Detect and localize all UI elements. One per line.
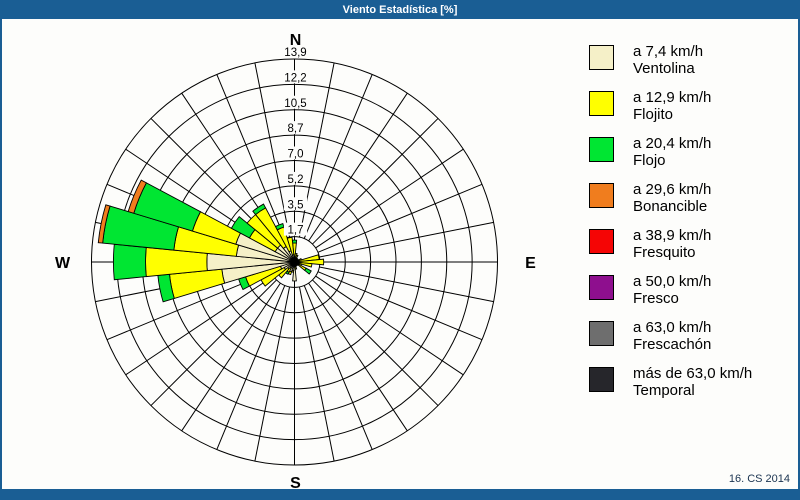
legend-name-label: Fresco (633, 290, 679, 307)
legend-color-swatch (589, 137, 614, 162)
wind-sector-segment (292, 261, 297, 282)
legend-speed-label: a 50,0 km/h (633, 273, 712, 290)
ring-label-bg (283, 171, 308, 185)
grid-spoke (303, 285, 373, 450)
wind-sector-segment (127, 179, 147, 214)
ring-label: 12,2 (284, 72, 306, 84)
legend-name-label: Bonancible (633, 198, 708, 215)
legend-name-label: Flojo (633, 152, 666, 169)
grid-spoke (125, 275, 274, 376)
ring-label-bg (280, 70, 311, 84)
wind-sector-segment (274, 223, 285, 231)
legend-item: a 29,6 km/h Bonancible (589, 181, 794, 215)
ring-label: 3,5 (288, 199, 304, 211)
grid-spoke (317, 271, 483, 341)
legend-label: más de 63,0 km/h Temporal (633, 365, 752, 399)
grid-spoke (319, 221, 494, 258)
grid-spoke (312, 279, 439, 406)
compass-label: N (290, 32, 302, 49)
window-title: Viento Estadística [%] (342, 4, 458, 16)
wind-sector-segment (97, 204, 111, 244)
grid-spoke (181, 282, 281, 432)
grid-spoke (254, 62, 291, 238)
window-titlebar[interactable]: Viento Estadística [%] (0, 0, 800, 19)
legend-label: a 38,9 km/h Fresquito (633, 227, 711, 261)
legend-item: a 38,9 km/h Fresquito (589, 227, 794, 261)
legend-label: a 50,0 km/h Fresco (633, 273, 711, 307)
legend-item: a 12,9 km/h Flojito (589, 89, 794, 123)
legend-name-label: Temporal (633, 382, 695, 399)
grid-spoke (317, 183, 483, 253)
legend-speed-label: más de 63,0 km/h (633, 365, 753, 382)
legend-label: a 29,6 km/h Bonancible (633, 181, 711, 215)
legend-label: a 63,0 km/h Frescachón (633, 319, 711, 353)
grid-spoke (303, 74, 373, 239)
grid-spoke (315, 148, 464, 249)
grid-spoke (308, 92, 408, 242)
footer-credit: 16. CS 2014 (728, 473, 790, 485)
legend-speed-label: a 38,9 km/h (633, 227, 712, 244)
wind-sector-segment (230, 215, 256, 239)
legend-item: a 50,0 km/h Fresco (589, 273, 794, 307)
legend-color-swatch (589, 91, 614, 116)
legend-label: a 12,9 km/h Flojito (633, 89, 711, 123)
grid-spoke (298, 286, 335, 462)
legend: a 7,4 km/h Ventolina a 12,9 km/h Flojito a 2… (589, 43, 794, 411)
legend-color-swatch (589, 45, 614, 70)
legend-color-swatch (589, 367, 614, 392)
wind-sector-segment (286, 236, 295, 256)
legend-label: a 7,4 km/h Ventolina (633, 43, 703, 77)
grid-spoke (319, 266, 494, 303)
ring-label: 10,5 (284, 98, 306, 110)
grid-spoke (315, 275, 464, 376)
legend-color-swatch (589, 183, 614, 208)
ring-label: 8,7 (288, 123, 304, 135)
ring-label-bg (283, 121, 308, 135)
legend-color-swatch (589, 229, 614, 254)
wind-sector-segment (252, 203, 267, 216)
wind-sector-segment (298, 258, 325, 266)
legend-color-swatch (589, 275, 614, 300)
legend-label: a 20,4 km/h Flojo (633, 135, 711, 169)
legend-speed-label: a 29,6 km/h (633, 181, 712, 198)
legend-item: más de 63,0 km/h Temporal (589, 365, 794, 399)
grid-spoke (150, 279, 277, 406)
legend-name-label: Flojito (633, 106, 674, 123)
legend-color-swatch (589, 321, 614, 346)
legend-speed-label: a 63,0 km/h (633, 319, 712, 336)
grid-spoke (254, 286, 291, 462)
legend-speed-label: a 7,4 km/h (633, 43, 704, 60)
chart-panel: 1,7 3,5 5,2 7,0 8,7 10,5 12,2 13,9 N E S W a 7,4 km… (2, 19, 798, 492)
ring-label-bg (283, 197, 308, 211)
wind-sector-segment (304, 267, 312, 275)
legend-name-label: Frescachón (633, 336, 712, 353)
ring-label: 13,9 (284, 47, 306, 59)
ring-label: 1,7 (288, 225, 304, 237)
grid-spoke (312, 118, 439, 245)
grid-spoke (216, 74, 286, 239)
legend-speed-label: a 12,9 km/h (633, 89, 712, 106)
wind-sector-segment (112, 243, 147, 281)
compass-label: E (525, 255, 536, 272)
legend-speed-label: a 20,4 km/h (633, 135, 712, 152)
compass-label: S (290, 475, 301, 492)
compass-label: W (55, 255, 71, 272)
ring-label: 5,2 (288, 174, 304, 186)
grid-spoke (216, 285, 286, 450)
ring-label-bg (280, 95, 311, 109)
legend-item: a 7,4 km/h Ventolina (589, 43, 794, 77)
ring-label-bg (283, 146, 308, 160)
ring-label-bg (283, 222, 308, 236)
grid-spoke (308, 282, 408, 432)
legend-name-label: Ventolina (633, 60, 695, 77)
ring-label-bg (280, 45, 311, 58)
ring-label: 7,0 (288, 149, 304, 161)
legend-item: a 20,4 km/h Flojo (589, 135, 794, 169)
legend-name-label: Fresquito (633, 244, 696, 261)
legend-item: a 63,0 km/h Frescachón (589, 319, 794, 353)
